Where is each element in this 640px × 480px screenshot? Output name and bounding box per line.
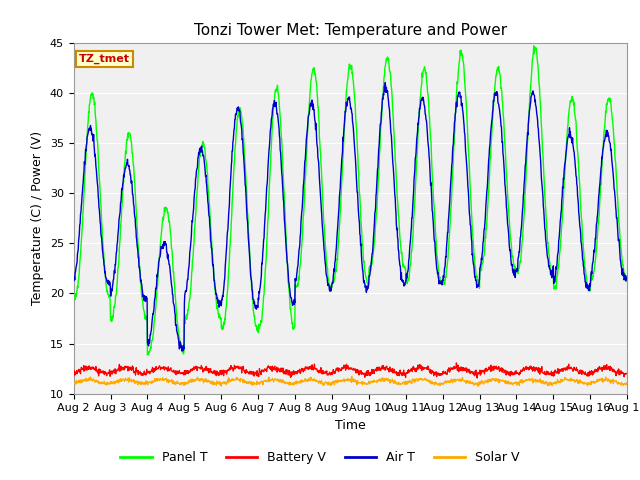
Title: Tonzi Tower Met: Temperature and Power: Tonzi Tower Met: Temperature and Power (194, 23, 507, 38)
Text: TZ_tmet: TZ_tmet (79, 54, 130, 64)
Legend: Panel T, Battery V, Air T, Solar V: Panel T, Battery V, Air T, Solar V (115, 446, 525, 469)
Y-axis label: Temperature (C) / Power (V): Temperature (C) / Power (V) (31, 132, 44, 305)
X-axis label: Time: Time (335, 419, 366, 432)
